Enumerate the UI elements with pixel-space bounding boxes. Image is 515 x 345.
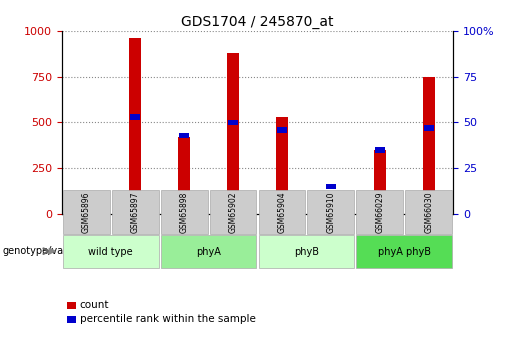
Text: GSM65902: GSM65902 bbox=[229, 191, 237, 233]
Text: GSM65896: GSM65896 bbox=[82, 191, 91, 233]
Bar bbox=[375, 147, 385, 152]
Text: phyA: phyA bbox=[196, 247, 221, 257]
FancyBboxPatch shape bbox=[161, 190, 208, 234]
Bar bbox=[67, 302, 76, 309]
Text: GSM65898: GSM65898 bbox=[180, 191, 188, 233]
Bar bbox=[130, 114, 140, 120]
Bar bbox=[276, 117, 288, 214]
Text: count: count bbox=[80, 300, 109, 310]
Bar bbox=[325, 192, 337, 214]
Text: wild type: wild type bbox=[89, 247, 133, 257]
FancyBboxPatch shape bbox=[405, 190, 452, 234]
FancyBboxPatch shape bbox=[112, 190, 159, 234]
FancyBboxPatch shape bbox=[307, 190, 354, 234]
FancyBboxPatch shape bbox=[210, 190, 256, 234]
Bar bbox=[67, 316, 76, 323]
Text: GSM65904: GSM65904 bbox=[278, 191, 286, 233]
Text: GSM66029: GSM66029 bbox=[375, 191, 384, 233]
Title: GDS1704 / 245870_at: GDS1704 / 245870_at bbox=[181, 14, 334, 29]
Text: percentile rank within the sample: percentile rank within the sample bbox=[80, 314, 256, 324]
Bar bbox=[80, 208, 92, 214]
Bar bbox=[423, 77, 435, 214]
Bar bbox=[374, 150, 386, 214]
Text: genotype/variation: genotype/variation bbox=[3, 246, 95, 256]
FancyBboxPatch shape bbox=[63, 190, 110, 234]
FancyBboxPatch shape bbox=[63, 235, 159, 268]
Bar bbox=[227, 53, 239, 214]
Bar bbox=[81, 202, 91, 207]
FancyBboxPatch shape bbox=[161, 235, 256, 268]
Bar bbox=[228, 120, 238, 125]
Bar bbox=[129, 38, 141, 214]
FancyBboxPatch shape bbox=[356, 235, 452, 268]
Text: phyA phyB: phyA phyB bbox=[378, 247, 431, 257]
Bar bbox=[179, 132, 189, 138]
Text: phyB: phyB bbox=[294, 247, 319, 257]
Bar bbox=[277, 127, 287, 132]
Bar bbox=[326, 184, 336, 189]
Text: GSM65897: GSM65897 bbox=[131, 191, 140, 233]
Bar bbox=[424, 125, 434, 131]
Bar bbox=[178, 137, 190, 214]
FancyBboxPatch shape bbox=[259, 190, 305, 234]
Text: GSM65910: GSM65910 bbox=[327, 191, 335, 233]
Text: GSM66030: GSM66030 bbox=[424, 191, 433, 233]
FancyBboxPatch shape bbox=[356, 190, 403, 234]
FancyBboxPatch shape bbox=[259, 235, 354, 268]
